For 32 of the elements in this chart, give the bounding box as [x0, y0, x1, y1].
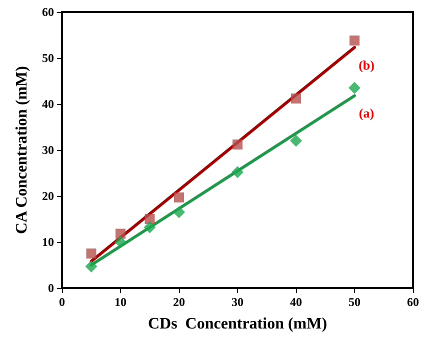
- point: [114, 236, 126, 248]
- point: [144, 221, 156, 234]
- point: [350, 36, 360, 46]
- x-tick-label: 30: [232, 295, 244, 309]
- point: [173, 206, 185, 218]
- point: [291, 93, 301, 104]
- x-tick-label: 0: [59, 295, 65, 309]
- point: [86, 248, 96, 258]
- y-tick-label: 10: [42, 235, 54, 249]
- y-axis-title: CA Concentration (mM): [14, 66, 30, 234]
- point: [144, 214, 155, 224]
- point: [116, 228, 126, 239]
- annotation: (a): [358, 106, 374, 121]
- point: [348, 82, 360, 94]
- y-tick-label: 30: [42, 143, 54, 157]
- point: [85, 260, 98, 272]
- y-tick-label: 40: [42, 97, 54, 111]
- x-tick-label: 50: [348, 295, 360, 309]
- point: [232, 166, 244, 178]
- point: [290, 134, 302, 147]
- annotation: (b): [358, 57, 374, 72]
- x-tick-label: 40: [290, 295, 302, 309]
- x-tick-label: 10: [114, 295, 126, 309]
- y-tick-label: 50: [42, 51, 54, 65]
- x-tick-label: 20: [173, 295, 185, 309]
- point: [232, 139, 242, 150]
- y-tick-label: 20: [42, 189, 54, 203]
- x-axis-title: CDs Concentration (mM): [148, 316, 328, 332]
- y-tick-label: 60: [42, 5, 54, 19]
- x-tick-label: 60: [407, 295, 419, 309]
- y-tick-label: 0: [48, 281, 54, 295]
- point: [174, 192, 184, 202]
